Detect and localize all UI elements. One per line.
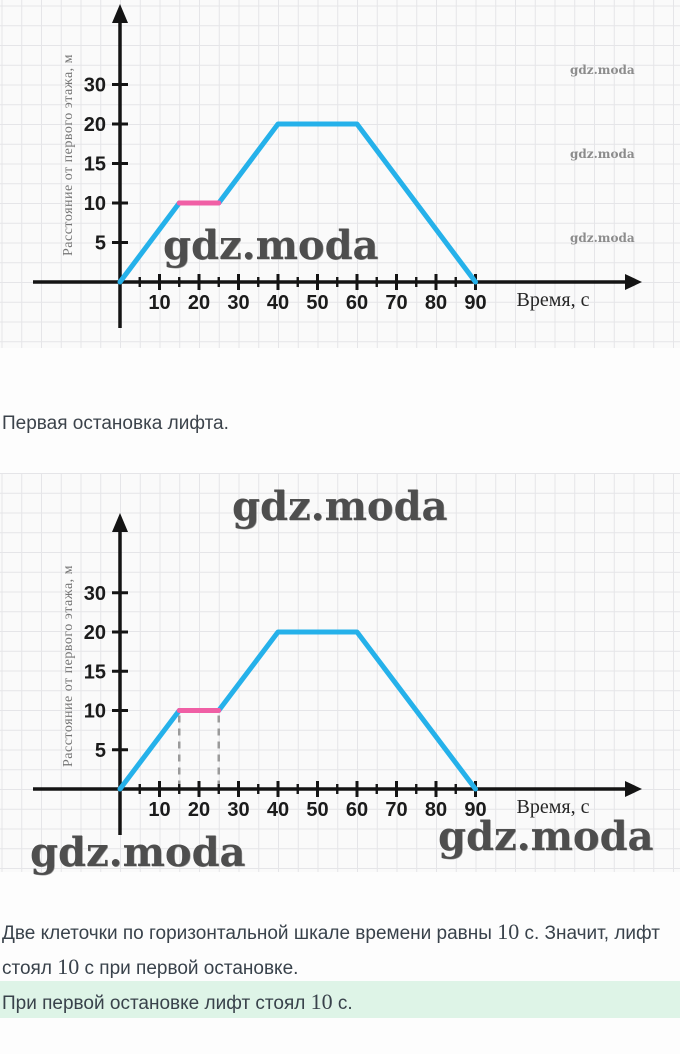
x-tick-label: 60 — [346, 799, 368, 821]
watermark-bottom-right: gdz.moda — [438, 813, 654, 860]
solution-line-1-number: 10 — [497, 919, 520, 944]
solution-line-1: Две клеточки по горизонтальной шкале вре… — [2, 919, 660, 945]
x-tick-label: 30 — [227, 799, 249, 821]
y-tick-label: 20 — [84, 114, 106, 136]
x-axis-title: Время, с — [517, 289, 590, 311]
watermark-chart2-top: gdz.moda — [232, 483, 448, 530]
watermark-small-2: gdz.moda — [570, 147, 635, 161]
elevator-distance-chart-2: 10 20 30 40 50 60 70 80 90 5 10 15 20 30 Время, с Расст… — [33, 513, 642, 835]
answer-number: 10 — [310, 989, 333, 1014]
y-tick-label: 15 — [84, 661, 106, 683]
y-tick-label: 5 — [95, 233, 106, 255]
y-axis-title: Расстояние от первого этажа, м — [61, 54, 76, 256]
elevator-distance-chart-1: 10 20 30 40 50 60 70 80 90 5 10 15 20 30 Время, с Расст… — [33, 4, 642, 328]
y-tick-label: 30 — [84, 75, 106, 97]
series-elevator-distance — [117, 629, 478, 792]
x-tick-label: 30 — [227, 292, 249, 314]
y-tick-label: 10 — [84, 193, 106, 215]
y-tick-label: 10 — [84, 701, 106, 723]
solution-line-2-number: 10 — [57, 954, 80, 979]
answer-tail: с. — [332, 993, 353, 1014]
x-tick-label: 80 — [425, 799, 447, 821]
solution-line-2: стоял 10 с при первой остановке. — [2, 954, 298, 980]
watermark-small-1: gdz.moda — [570, 63, 635, 77]
x-tick-label: 70 — [385, 799, 407, 821]
y-tick-label: 5 — [95, 740, 106, 762]
x-tick-label: 20 — [188, 799, 210, 821]
y-axis-arrow-icon — [112, 513, 128, 532]
x-tick-label: 70 — [385, 292, 407, 314]
answer-text: При первой остановке лифт стоял — [2, 993, 311, 1014]
chart-panel-top — [0, 0, 680, 348]
x-axis-arrow-icon — [625, 781, 642, 797]
y-tick-label: 15 — [84, 154, 106, 176]
x-tick-label: 90 — [464, 799, 486, 821]
x-tick-label: 40 — [267, 292, 289, 314]
x-tick-label: 80 — [425, 292, 447, 314]
x-tick-label: 10 — [148, 292, 170, 314]
y-tick-label: 20 — [84, 622, 106, 644]
x-tick-label: 40 — [267, 799, 289, 821]
x-tick-label: 10 — [148, 799, 170, 821]
solution-line-2-tail: с при первой остановке. — [79, 958, 299, 979]
solution-line-1-text: Две клеточки по горизонтальной шкале вре… — [2, 923, 498, 944]
x-tick-label: 90 — [464, 292, 486, 314]
answer-highlight: При первой остановке лифт стоял 10 с. — [0, 981, 680, 1018]
watermark-chart1-center: gdz.moda — [163, 222, 379, 269]
watermark-small-3: gdz.moda — [570, 231, 635, 245]
x-tick-label: 20 — [188, 292, 210, 314]
y-tick-label: 30 — [84, 583, 106, 605]
watermark-bottom-left: gdz.moda — [30, 829, 246, 876]
caption-first-stop: Первая остановка лифта. — [2, 413, 229, 434]
x-tick-label: 60 — [346, 292, 368, 314]
solution-line-1-tail: с. Значит, лифт — [519, 923, 660, 944]
solution-line-2-text: стоял — [2, 958, 58, 979]
answer-line: При первой остановке лифт стоял 10 с. — [0, 981, 680, 1015]
y-axis-arrow-icon — [112, 4, 128, 23]
x-tick-label: 50 — [306, 292, 328, 314]
series-elevator-distance — [117, 121, 478, 285]
y-axis-title: Расстояние от первого этажа, м — [61, 565, 76, 767]
x-axis-title: Время, с — [517, 796, 590, 818]
x-axis-arrow-icon — [625, 274, 642, 290]
x-tick-label: 50 — [306, 799, 328, 821]
